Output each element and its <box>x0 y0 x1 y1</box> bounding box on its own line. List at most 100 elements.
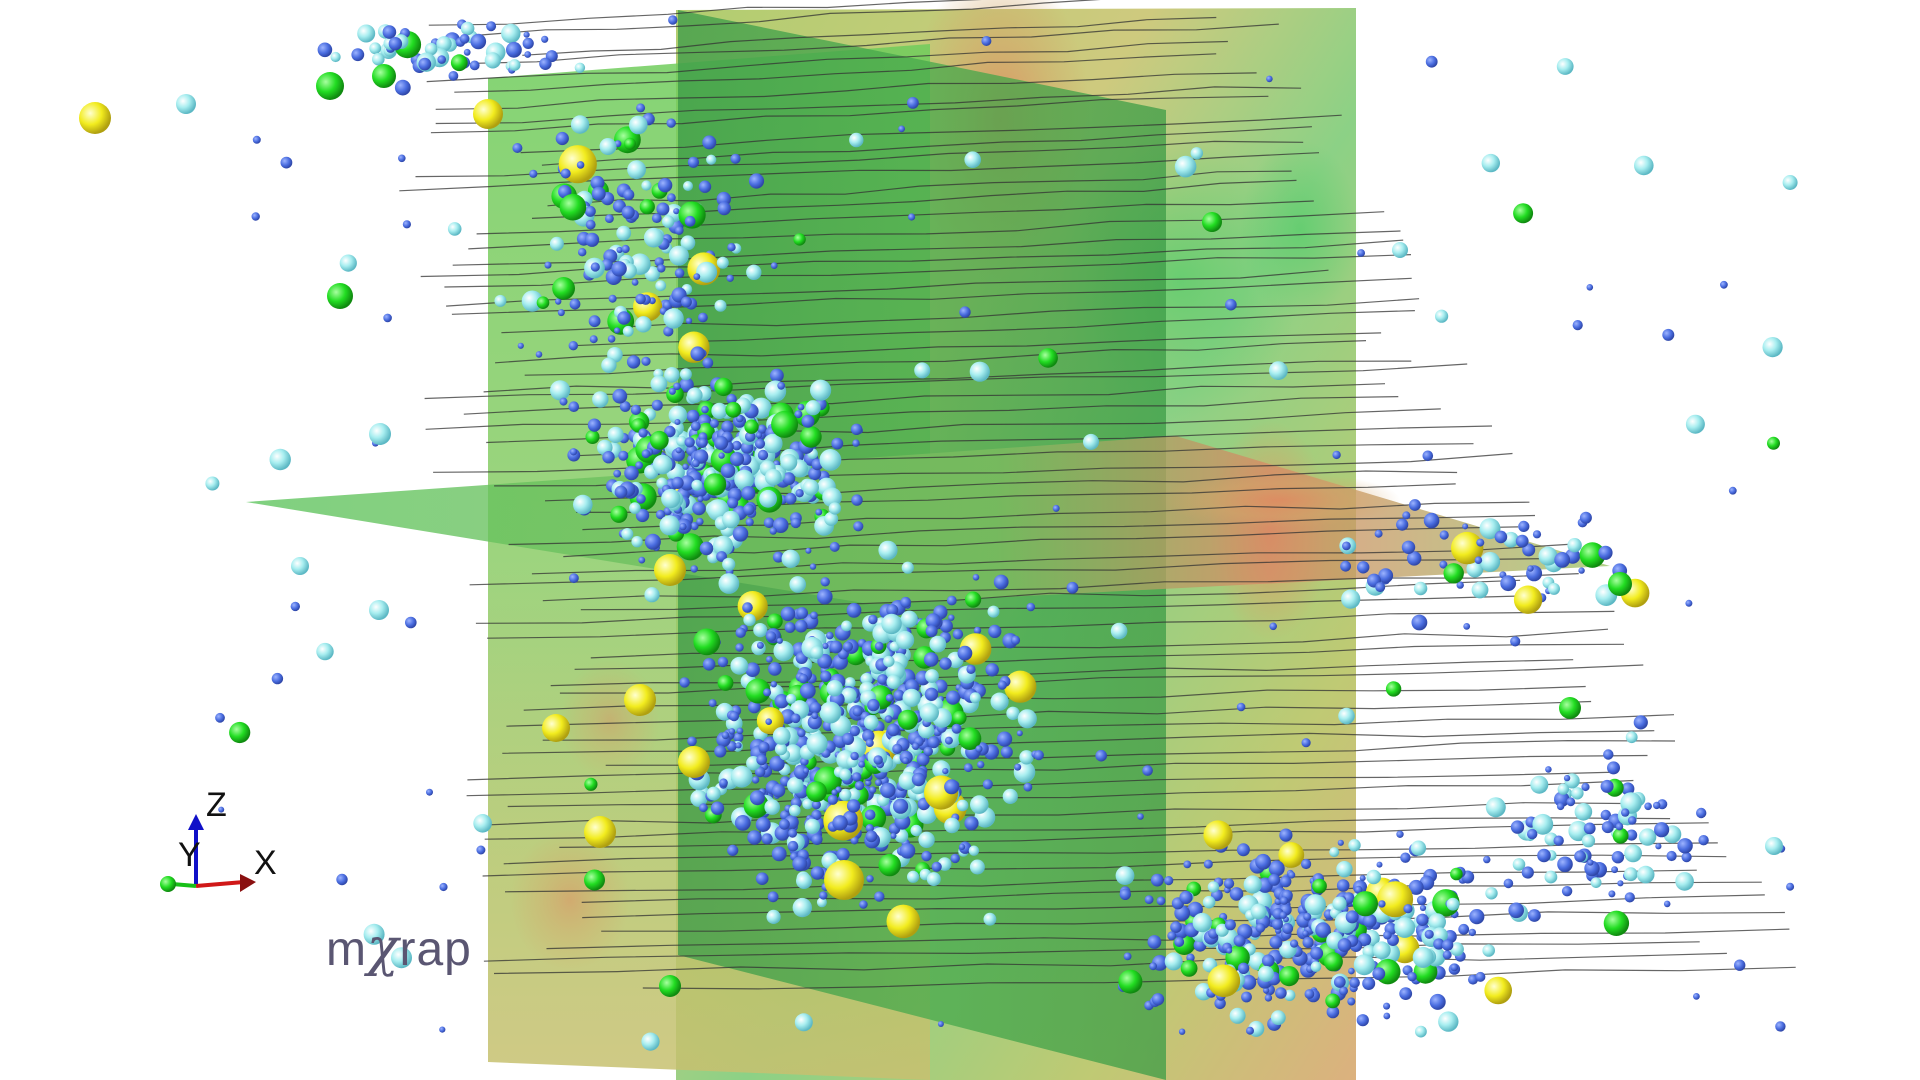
event-sphere <box>1124 953 1132 961</box>
event-sphere <box>340 255 357 272</box>
event-sphere <box>756 754 767 765</box>
event-sphere <box>1383 1013 1390 1020</box>
event-sphere <box>771 262 778 269</box>
event-sphere <box>1511 820 1524 833</box>
event-sphere <box>624 138 636 150</box>
event-sphere <box>1392 242 1408 258</box>
event-sphere <box>327 283 353 309</box>
event-sphere <box>932 862 942 872</box>
event-sphere <box>369 423 391 445</box>
event-sphere <box>629 502 641 514</box>
event-sphere <box>1562 886 1572 896</box>
event-sphere <box>786 694 796 704</box>
event-sphere <box>1554 552 1570 568</box>
event-sphere <box>1053 505 1060 512</box>
event-sphere <box>826 632 834 640</box>
event-sphere <box>1067 582 1079 594</box>
event-sphere <box>810 563 816 569</box>
event-sphere <box>1116 866 1135 885</box>
event-sphere <box>1310 947 1323 960</box>
event-sphere <box>586 220 596 230</box>
event-sphere <box>800 426 822 448</box>
event-sphere <box>986 663 999 676</box>
event-sphere <box>952 711 966 725</box>
event-sphere <box>983 779 993 789</box>
event-sphere <box>809 702 821 714</box>
event-sphere <box>336 874 347 885</box>
event-sphere <box>1337 879 1350 892</box>
event-sphere <box>718 657 728 667</box>
event-sphere <box>1765 837 1783 855</box>
event-sphere <box>1366 870 1381 885</box>
event-sphere <box>820 449 842 471</box>
event-sphere <box>1423 451 1434 462</box>
event-sphere <box>853 707 863 717</box>
event-sphere <box>1608 572 1632 596</box>
event-sphere <box>1451 964 1459 972</box>
event-sphere <box>1234 935 1246 947</box>
event-sphere <box>589 315 601 327</box>
event-sphere <box>1655 843 1661 849</box>
event-sphere <box>584 816 616 848</box>
event-sphere <box>1262 954 1275 967</box>
event-sphere <box>743 504 755 516</box>
event-sphere <box>1170 921 1182 933</box>
event-sphere <box>1475 556 1483 564</box>
event-sphere <box>622 245 630 253</box>
event-sphere <box>756 817 771 832</box>
x-axis-label: X <box>254 846 277 880</box>
event-sphere <box>600 138 617 155</box>
event-sphere <box>964 151 981 168</box>
event-sphere <box>1386 681 1401 696</box>
event-sphere <box>727 845 738 856</box>
event-sphere <box>1237 843 1250 856</box>
event-sphere <box>945 737 953 745</box>
event-sphere <box>627 160 646 179</box>
event-sphere <box>669 246 689 266</box>
event-sphere <box>806 781 827 802</box>
event-sphere <box>1279 829 1292 842</box>
event-sphere <box>902 757 909 764</box>
event-sphere <box>829 502 841 514</box>
event-sphere <box>886 694 894 702</box>
event-sphere <box>560 398 568 406</box>
event-sphere <box>1516 535 1529 548</box>
event-sphere <box>577 161 585 169</box>
event-sphere <box>866 875 873 882</box>
mxrap-logo: mχrap <box>326 922 472 974</box>
event-sphere <box>176 94 196 114</box>
event-sphere <box>1415 1026 1427 1038</box>
event-sphere <box>948 615 954 621</box>
event-sphere <box>901 611 918 628</box>
event-sphere <box>1522 866 1534 878</box>
event-sphere <box>1617 880 1623 886</box>
event-sphere <box>1500 575 1516 591</box>
event-sphere <box>755 439 765 449</box>
event-sphere <box>1375 530 1383 538</box>
orientation-axes[interactable] <box>160 814 256 892</box>
event-sphere <box>699 803 708 812</box>
event-sphere <box>1567 538 1581 552</box>
event-sphere <box>622 206 635 219</box>
event-sphere <box>907 97 919 109</box>
event-sphere <box>777 382 785 390</box>
event-sphere <box>661 489 680 508</box>
event-sphere <box>795 489 803 497</box>
event-sphere <box>988 606 1000 618</box>
logo-prefix: m <box>326 923 367 976</box>
event-sphere <box>782 550 800 568</box>
event-sphere <box>892 744 902 754</box>
event-sphere <box>1475 972 1485 982</box>
event-sphere <box>1329 847 1339 857</box>
event-sphere <box>850 752 858 760</box>
event-sphere <box>1347 998 1355 1006</box>
event-sphere <box>1440 530 1449 539</box>
event-sphere <box>437 55 446 64</box>
event-sphere <box>868 615 877 624</box>
event-sphere <box>1513 203 1533 223</box>
event-sphere <box>1514 586 1542 614</box>
event-sphere <box>558 309 565 316</box>
event-sphere <box>449 71 459 81</box>
